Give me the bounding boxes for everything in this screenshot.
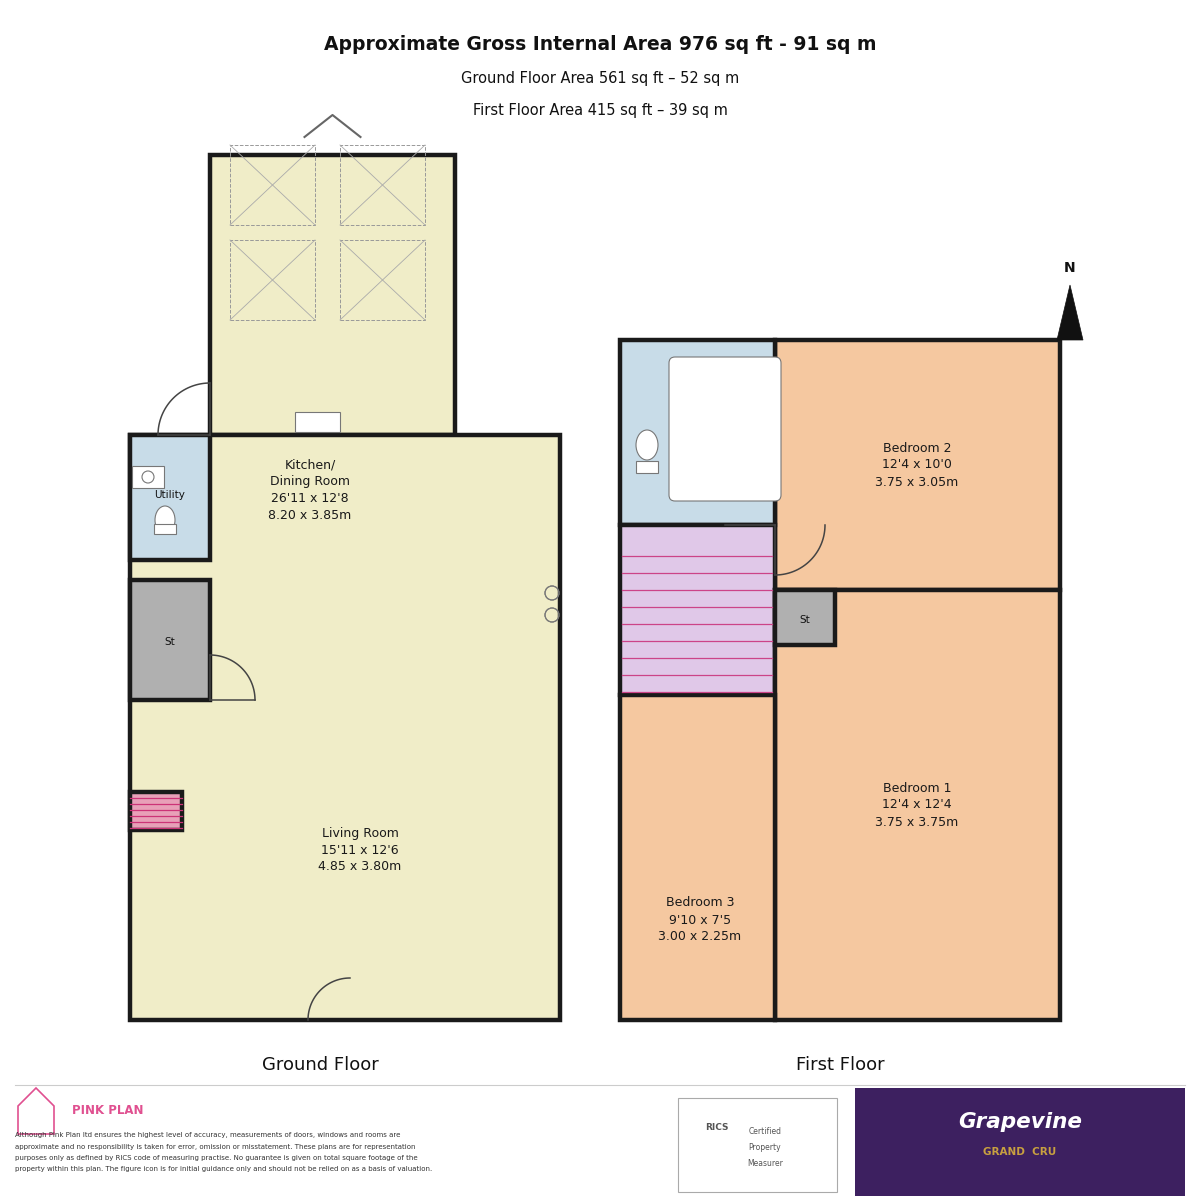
Text: property within this plan. The figure icon is for initial guidance only and shou: property within this plan. The figure ic… — [14, 1166, 432, 1172]
Text: Kitchen/
Dining Room
26'11 x 12'8
8.20 x 3.85m: Kitchen/ Dining Room 26'11 x 12'8 8.20 x… — [269, 458, 352, 522]
Text: Bedroom 2
12'4 x 10'0
3.75 x 3.05m: Bedroom 2 12'4 x 10'0 3.75 x 3.05m — [875, 442, 959, 488]
Bar — [154, 524, 176, 534]
Text: St: St — [164, 637, 175, 647]
Text: Measurer: Measurer — [748, 1159, 782, 1169]
Bar — [856, 1088, 1186, 1196]
Polygon shape — [1057, 284, 1084, 340]
Text: purposes only as defined by RICS code of measuring practise. No guarantee is giv: purposes only as defined by RICS code of… — [14, 1154, 418, 1162]
Bar — [132, 466, 164, 488]
Text: Grapevine: Grapevine — [958, 1112, 1082, 1132]
Text: Certified: Certified — [749, 1128, 781, 1136]
Bar — [636, 461, 658, 473]
Bar — [230, 240, 314, 320]
FancyBboxPatch shape — [678, 1098, 838, 1192]
Bar — [130, 434, 560, 1020]
Text: GRAND  CRU: GRAND CRU — [983, 1147, 1057, 1157]
Ellipse shape — [636, 430, 658, 460]
Text: PINK PLAN: PINK PLAN — [72, 1104, 144, 1116]
Text: N: N — [1064, 260, 1076, 275]
Bar — [130, 792, 182, 830]
Bar — [295, 412, 340, 432]
Bar — [130, 580, 210, 700]
Text: Property: Property — [749, 1144, 781, 1152]
Text: First Floor Area 415 sq ft – 39 sq m: First Floor Area 415 sq ft – 39 sq m — [473, 102, 727, 118]
Text: Utility: Utility — [155, 490, 186, 500]
Text: Bedroom 3
9'10 x 7'5
3.00 x 2.25m: Bedroom 3 9'10 x 7'5 3.00 x 2.25m — [659, 896, 742, 943]
Bar — [775, 590, 835, 646]
Ellipse shape — [155, 506, 175, 534]
Bar — [210, 155, 455, 434]
Bar — [775, 590, 1060, 1020]
Bar — [340, 240, 425, 320]
Text: approximate and no responsibility is taken for error, omission or misstatement. : approximate and no responsibility is tak… — [14, 1144, 415, 1150]
Circle shape — [142, 470, 154, 482]
Bar — [775, 340, 1060, 590]
Text: Ground Floor Area 561 sq ft – 52 sq m: Ground Floor Area 561 sq ft – 52 sq m — [461, 71, 739, 85]
FancyBboxPatch shape — [670, 358, 781, 502]
Bar — [340, 145, 425, 226]
Bar — [620, 695, 775, 1020]
Text: Living Room
15'11 x 12'6
4.85 x 3.80m: Living Room 15'11 x 12'6 4.85 x 3.80m — [318, 827, 402, 874]
Text: Approximate Gross Internal Area 976 sq ft - 91 sq m: Approximate Gross Internal Area 976 sq f… — [324, 36, 876, 54]
Bar — [620, 340, 775, 526]
Text: Although Pink Plan ltd ensures the highest level of accuracy, measurements of do: Although Pink Plan ltd ensures the highe… — [14, 1132, 401, 1138]
Bar — [230, 145, 314, 226]
Text: St: St — [799, 614, 810, 625]
Bar — [620, 526, 775, 695]
Bar — [130, 434, 210, 560]
Text: Ground Floor: Ground Floor — [262, 1056, 378, 1074]
Text: RICS: RICS — [706, 1123, 728, 1133]
Text: First Floor: First Floor — [796, 1056, 884, 1074]
Text: Bedroom 1
12'4 x 12'4
3.75 x 3.75m: Bedroom 1 12'4 x 12'4 3.75 x 3.75m — [875, 781, 959, 828]
